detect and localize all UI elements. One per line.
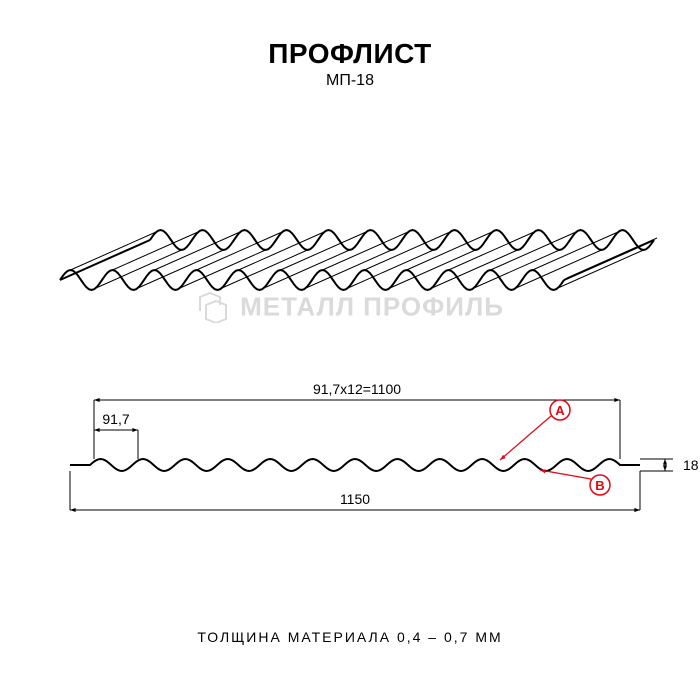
perspective-view (0, 130, 700, 300)
footer-text: ТОЛЩИНА МАТЕРИАЛА 0,4 – 0,7 ММ (0, 629, 700, 645)
svg-text:18: 18 (683, 457, 699, 473)
svg-text:B: B (595, 478, 604, 493)
svg-text:91,7х12=1100: 91,7х12=1100 (313, 381, 401, 397)
cross-section: 91,7х12=1100 91,7 1150 18 A B (0, 370, 700, 540)
svg-text:91,7: 91,7 (102, 411, 129, 427)
diagram-page: ПРОФЛИСТ МП-18 МЕТАЛЛ ПРОФИЛЬ 91,7х12=11… (0, 0, 700, 700)
svg-text:1150: 1150 (340, 491, 370, 507)
svg-text:A: A (555, 403, 565, 418)
title-sub: МП-18 (0, 72, 700, 90)
title-block: ПРОФЛИСТ МП-18 (0, 38, 700, 90)
title-main: ПРОФЛИСТ (0, 38, 700, 70)
